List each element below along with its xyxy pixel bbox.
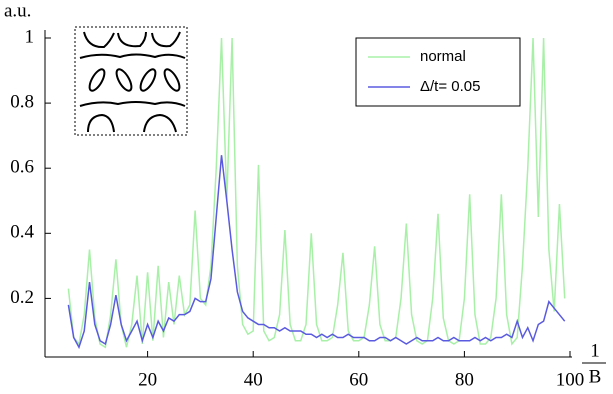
x-tick-label: 100	[556, 369, 585, 390]
axes	[44, 30, 572, 358]
y-tick-label: 0.6	[10, 157, 34, 178]
legend-box	[355, 37, 521, 107]
inset-diagram	[74, 26, 188, 136]
x-axis-label-numerator: 1	[590, 340, 600, 361]
x-tick-label: 60	[349, 369, 368, 390]
x-axis-label-denominator: B	[589, 366, 602, 387]
legend: normal Δ/t= 0.05	[355, 37, 521, 107]
y-axis-label: a.u.	[4, 0, 31, 21]
x-tick-label: 20	[138, 369, 157, 390]
legend-label: normal	[420, 48, 466, 65]
y-tick-label: 0.2	[10, 287, 34, 308]
legend-label: Δ/t= 0.05	[420, 78, 480, 95]
x-tick-label: 80	[455, 369, 474, 390]
series-line	[67, 37, 566, 349]
x-tick-label: 40	[244, 369, 263, 390]
y-tick-label: 1	[25, 26, 35, 47]
y-tick-label: 0.4	[10, 222, 34, 243]
y-tick-label: 0.8	[10, 91, 34, 112]
series-line	[67, 155, 566, 350]
